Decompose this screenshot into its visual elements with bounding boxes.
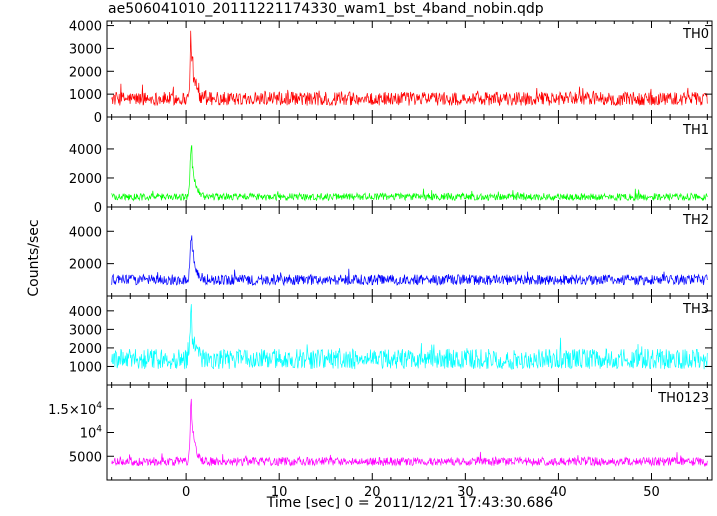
panel-label: TH3 bbox=[682, 302, 709, 317]
series-line-th0123 bbox=[111, 398, 708, 468]
y-tick-label: 4000 bbox=[69, 305, 102, 320]
chart-title: ae506041010_20111221174330_wam1_bst_4ban… bbox=[108, 1, 544, 17]
panel-frame bbox=[106, 295, 713, 386]
x-tick-label: 10 bbox=[271, 485, 288, 500]
y-tick-label: 1000 bbox=[69, 360, 102, 375]
y-tick-label: 3000 bbox=[69, 323, 102, 338]
panel-th1: 0 2000 4000 TH1 bbox=[69, 116, 713, 216]
x-tick-label: 20 bbox=[364, 485, 381, 500]
x-tick-label: 0 bbox=[182, 485, 190, 500]
y-tick-label: 5000 bbox=[69, 450, 102, 465]
y-tick-label: 104 bbox=[80, 425, 103, 442]
panel-frame bbox=[106, 384, 713, 481]
x-tick-label: 40 bbox=[550, 485, 567, 500]
y-tick-label: 1000 bbox=[69, 88, 102, 103]
x-axis-label: Time [sec] 0 = 2011/12/21 17:43:30.686 bbox=[266, 495, 554, 511]
panel-th2: 2000 4000 TH2 bbox=[69, 206, 713, 297]
y-tick-label: 4000 bbox=[69, 143, 102, 158]
y-tick-label: 2000 bbox=[69, 65, 102, 80]
y-tick-label: 1.5×104 bbox=[48, 401, 102, 418]
y-tick-label: 4000 bbox=[69, 225, 102, 240]
panel-th0123: 5000 104 1.5×104 TH0123 0 10 20 30 40 50 bbox=[48, 384, 713, 500]
x-tick-label: 30 bbox=[457, 485, 474, 500]
panel-label: TH0123 bbox=[657, 391, 709, 406]
y-tick-label: 3000 bbox=[69, 42, 102, 57]
y-tick-label: 2000 bbox=[69, 342, 102, 357]
y-tick-label: 2000 bbox=[69, 258, 102, 273]
panel-th0: 0 1000 2000 3000 4000 TH0 bbox=[69, 20, 713, 126]
panel-th3: 1000 2000 3000 4000 TH3 bbox=[69, 295, 713, 386]
panel-label: TH1 bbox=[682, 123, 709, 138]
y-tick-label: 0 bbox=[94, 201, 102, 216]
y-tick-label: 2000 bbox=[69, 172, 102, 187]
x-tick-label: 50 bbox=[643, 485, 660, 500]
series-line-th3 bbox=[111, 304, 708, 371]
series-line-th2 bbox=[111, 235, 708, 287]
panel-label: TH0 bbox=[682, 27, 709, 42]
series-line-th1 bbox=[111, 145, 708, 202]
panel-label: TH2 bbox=[682, 213, 709, 228]
y-tick-label: 0 bbox=[94, 111, 102, 126]
y-tick-label: 4000 bbox=[69, 20, 102, 35]
series-line-th0 bbox=[111, 30, 708, 107]
